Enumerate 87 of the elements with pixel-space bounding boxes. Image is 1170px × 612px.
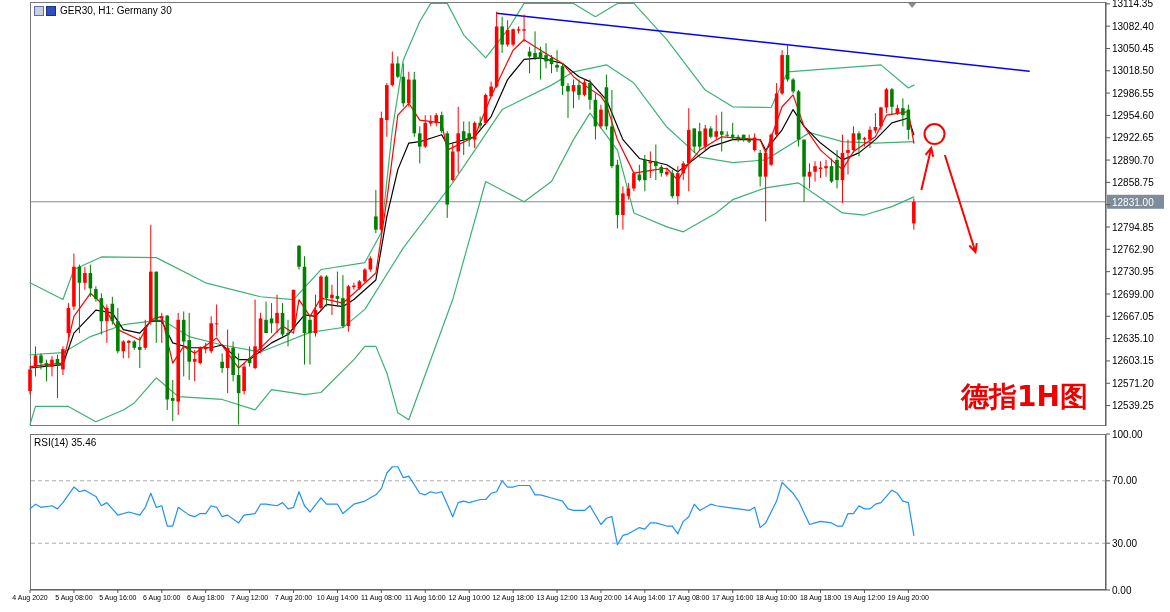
candlestick — [654, 144, 658, 181]
candlestick — [83, 266, 87, 291]
y-tick-label: 13050.45 — [1112, 43, 1155, 55]
y-tick-label: 12603.15 — [1112, 355, 1155, 367]
candlestick — [681, 160, 686, 181]
candlestick — [335, 271, 340, 308]
candlestick — [643, 154, 647, 192]
candlestick — [566, 82, 570, 119]
ref-line-label: 12831.00 — [1112, 196, 1155, 208]
candlestick — [28, 368, 32, 396]
candlestick — [330, 284, 334, 316]
y-tick-label: 12539.25 — [1112, 400, 1155, 412]
candlestick — [417, 125, 422, 164]
y-tick-label: 12571.20 — [1112, 377, 1155, 389]
candlestick — [275, 294, 279, 334]
y-tick-label: 0.00 — [1112, 584, 1132, 596]
y-tick-label: 12922.65 — [1112, 132, 1155, 144]
candlestick — [198, 345, 202, 366]
annotation: 德指1H图 — [959, 378, 1090, 416]
candlestick — [500, 16, 504, 54]
candlestick — [308, 314, 312, 366]
candlestick — [44, 359, 49, 382]
candlestick — [297, 244, 301, 271]
candlestick — [170, 379, 175, 422]
candlestick — [824, 159, 828, 178]
candlestick — [555, 49, 559, 73]
candlestick — [105, 303, 109, 344]
line-series — [29, 112, 915, 426]
candlestick — [127, 339, 131, 359]
candlestick — [719, 111, 724, 152]
y-tick-label: 13082.40 — [1112, 20, 1155, 32]
candlestick — [676, 165, 680, 206]
candlestick — [407, 71, 411, 108]
y-tick-label: 12890.70 — [1112, 154, 1155, 166]
line-series — [29, 2, 915, 301]
candlestick — [692, 127, 697, 154]
candlestick — [846, 139, 850, 176]
candlestick — [813, 160, 817, 183]
y-tick-label: 13018.50 — [1112, 65, 1155, 77]
candlestick — [39, 352, 43, 370]
y-tick-label: 30.00 — [1112, 537, 1138, 549]
candlestick — [632, 171, 636, 192]
y-tick-label: 13114.35 — [1112, 0, 1154, 10]
candlestick — [758, 149, 762, 187]
chart-title: RSI(14) 35.46 — [34, 437, 97, 448]
candlestick — [890, 87, 894, 116]
candlestick — [456, 106, 460, 174]
y-tick-label: 12635.10 — [1112, 333, 1155, 345]
candlestick — [55, 354, 60, 399]
candlestick — [703, 124, 708, 151]
candlestick — [857, 130, 861, 157]
candlestick — [873, 112, 878, 134]
candlestick — [588, 79, 592, 111]
candlestick — [220, 352, 224, 374]
y-tick-label: 12762.90 — [1112, 243, 1155, 255]
chart-title: GER30, H1: Germany 30 — [60, 5, 172, 16]
candlestick — [423, 114, 428, 149]
y-tick-label: 12667.05 — [1112, 310, 1155, 322]
candlestick — [544, 42, 548, 69]
candlestick — [835, 149, 839, 189]
candlestick — [621, 185, 625, 231]
y-tick-label: 12954.60 — [1112, 109, 1155, 121]
candlestick — [138, 336, 142, 369]
candlestick — [533, 30, 537, 61]
y-tick-label: 70.00 — [1112, 475, 1138, 487]
y-tick-label: 100.00 — [1112, 428, 1144, 440]
y-tick-label: 12986.55 — [1112, 87, 1155, 99]
candlestick — [143, 319, 148, 351]
candlestick — [159, 312, 164, 344]
candlestick — [396, 55, 400, 79]
candlestick — [868, 125, 872, 149]
candlestick — [599, 104, 603, 129]
candlestick — [901, 97, 905, 127]
candlestick — [439, 111, 444, 134]
candlestick — [374, 189, 378, 234]
candlestick — [912, 197, 916, 231]
candlestick — [467, 120, 471, 148]
candlestick — [264, 301, 268, 334]
y-tick-label: 12794.85 — [1112, 221, 1155, 233]
y-tick-label: 12730.95 — [1112, 266, 1155, 278]
y-tick-label: 12858.75 — [1112, 176, 1155, 188]
line-series — [29, 466, 915, 546]
candlestick — [577, 79, 581, 101]
candlestick — [697, 122, 702, 151]
y-tick-label: 12699.00 — [1112, 288, 1155, 300]
candlestick — [461, 120, 466, 156]
candlestick — [714, 114, 719, 141]
